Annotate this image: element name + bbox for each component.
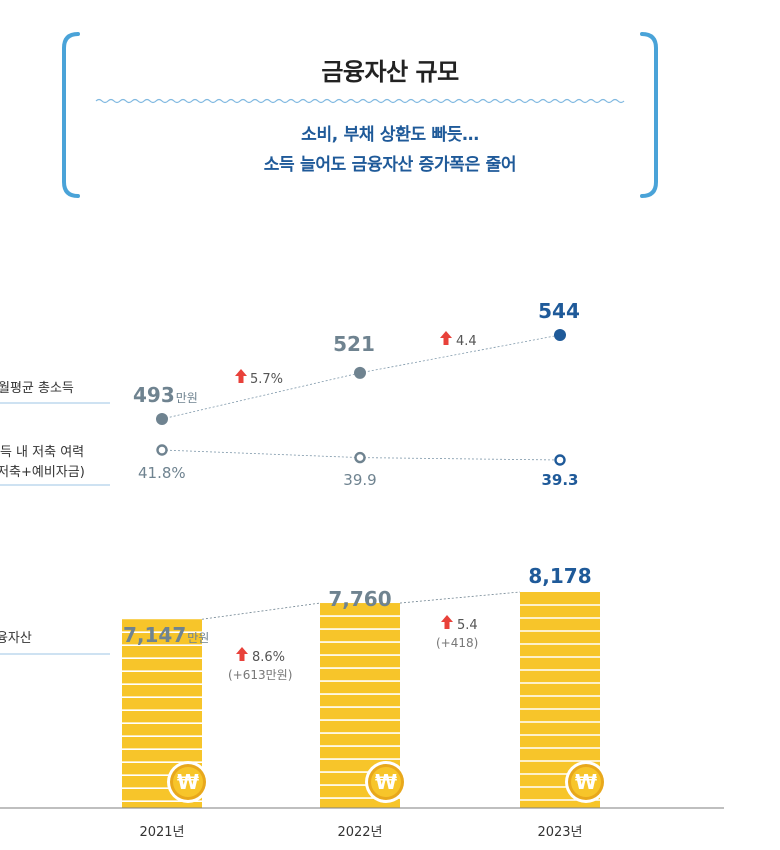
savings-point bbox=[354, 451, 366, 464]
income-line bbox=[359, 334, 561, 374]
up-arrow-icon bbox=[441, 615, 453, 629]
left-bracket bbox=[62, 32, 80, 198]
income-change-label: 4.4 bbox=[456, 334, 477, 349]
income-point bbox=[156, 413, 168, 425]
bracket-frame bbox=[62, 32, 658, 198]
savings-value-label: 41.8% bbox=[138, 464, 186, 482]
coin-badge-inner bbox=[371, 767, 401, 797]
page-title: 금융자산 규모 bbox=[321, 58, 459, 86]
row-label-assets: 금융자산 bbox=[0, 631, 32, 646]
subtitle-line-1: 소비, 부채 상환도 빠듯… bbox=[301, 125, 479, 145]
savings-line bbox=[359, 457, 561, 461]
up-arrow-icon bbox=[236, 647, 248, 661]
income-value-label: 544 bbox=[538, 299, 580, 323]
bar: ₩ bbox=[320, 603, 407, 808]
lines bbox=[156, 329, 566, 620]
savings-value-label: 39.3 bbox=[541, 471, 578, 489]
asset-change-label: 5.4 bbox=[457, 618, 478, 633]
x-axis: 2021년 2022년 2023년 bbox=[0, 807, 724, 840]
savings-value-label: 39.9 bbox=[343, 471, 376, 489]
x-tick-label: 2021년 bbox=[139, 825, 184, 840]
row-label-income: 월평균 총소득 bbox=[0, 381, 74, 396]
asset-value-label: 7,760 bbox=[328, 587, 391, 611]
right-bracket bbox=[640, 32, 658, 198]
won-icon: ₩ bbox=[177, 770, 199, 794]
asset-change-detail: (+418) bbox=[436, 636, 478, 650]
coin-badge-inner bbox=[571, 767, 601, 797]
bars: ₩ ₩ ₩ bbox=[122, 592, 607, 808]
savings-point bbox=[156, 444, 168, 456]
row-label-savings-line2: (저축+예비자금) bbox=[0, 465, 85, 480]
income-change-label: 5.7% bbox=[250, 372, 283, 387]
income-line bbox=[161, 372, 361, 420]
up-arrow-icon bbox=[440, 331, 452, 345]
x-tick-label: 2022년 bbox=[337, 825, 382, 840]
x-tick-label: 2023년 bbox=[537, 825, 582, 840]
up-arrow-icon bbox=[235, 369, 247, 383]
asset-trend-line bbox=[201, 602, 321, 620]
won-icon: ₩ bbox=[575, 770, 597, 794]
savings-line bbox=[161, 449, 361, 458]
coin-badge-inner bbox=[173, 767, 203, 797]
wave-divider bbox=[95, 98, 625, 104]
won-icon: ₩ bbox=[375, 770, 397, 794]
asset-trend-line bbox=[399, 591, 521, 604]
bar: ₩ bbox=[122, 619, 209, 808]
income-value-label: 521 bbox=[333, 332, 375, 356]
row-label-savings: 소득 내 저축 여력 bbox=[0, 445, 84, 460]
asset-change-detail: (+613만원) bbox=[228, 668, 292, 682]
income-value-label: 493만원 bbox=[133, 383, 198, 407]
header: 금융자산 규모 소비, 부채 상환도 빠듯… 소득 늘어도 금융자산 증가폭은 … bbox=[0, 0, 780, 220]
subtitle-line-2: 소득 늘어도 금융자산 증가폭은 줄어 bbox=[263, 155, 517, 175]
bar: ₩ bbox=[520, 592, 607, 808]
income-point bbox=[354, 366, 366, 379]
asset-value-label: 8,178 bbox=[528, 564, 591, 588]
savings-point bbox=[554, 454, 566, 466]
row-labels: 월평균 총소득소득 내 저축 여력 (저축+예비자금) 금융자산 bbox=[0, 381, 110, 655]
income-point bbox=[554, 329, 566, 341]
asset-change-label: 8.6% bbox=[252, 650, 285, 665]
